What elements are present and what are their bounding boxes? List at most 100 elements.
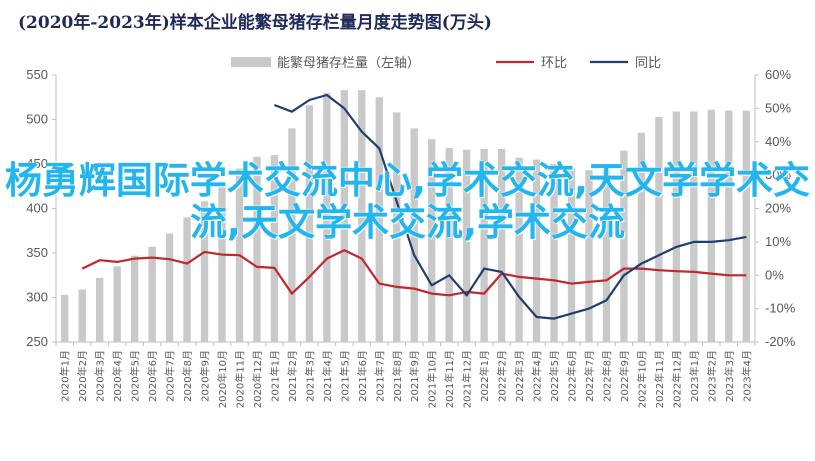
x-tick-label: 2020年5月 — [129, 350, 142, 402]
bar-stock — [690, 111, 698, 343]
x-tick-label: 2022年4月 — [531, 350, 544, 402]
x-tick-label: 2022年5月 — [548, 350, 561, 402]
legend-swatch-bar — [231, 57, 271, 67]
line-yoy-series — [274, 93, 747, 320]
legend-label-bar: 能繁母猪存栏量（左轴） — [277, 55, 420, 71]
bar-stock — [637, 132, 646, 342]
y-left-tick-label: 400 — [26, 201, 48, 216]
bar-stock — [200, 201, 209, 342]
y-right-tick-label: 60% — [765, 67, 791, 82]
y-right-tick-label: 10% — [765, 234, 791, 249]
x-tick-label: 2020年4月 — [111, 350, 124, 402]
bar-stock — [393, 112, 401, 342]
lines-layer — [81, 93, 747, 320]
x-tick-label: 2020年6月 — [146, 350, 159, 402]
bar-stock — [148, 246, 156, 342]
x-tick-label: 2021年2月 — [286, 350, 299, 402]
bar-stock — [78, 289, 86, 342]
x-tick-label: 2022年1月 — [478, 350, 491, 402]
x-tick-label: 2020年10月 — [216, 350, 229, 408]
bar-stock — [96, 277, 104, 342]
y-right-tick-label: 0% — [765, 267, 784, 282]
bar-stock — [620, 150, 628, 342]
x-tick-label: 2022年8月 — [600, 350, 613, 402]
x-tick-label: 2021年9月 — [408, 350, 421, 402]
x-tick-label: 2020年12月 — [251, 350, 264, 408]
x-tick-label: 2023年3月 — [723, 350, 736, 402]
bar-stock — [270, 155, 279, 342]
x-tick-label: 2020年2月 — [76, 350, 89, 402]
x-tick-label: 2021年5月 — [338, 350, 351, 402]
x-tick-label: 2022年9月 — [618, 350, 631, 402]
bar-stock — [358, 90, 366, 342]
x-tick-label: 2022年3月 — [513, 350, 526, 402]
chart-title: (2020年-2023年)样本企业能繁母猪存栏量月度走势图(万头) — [18, 12, 492, 33]
x-tick-label: 2022年10月 — [635, 350, 648, 408]
bar-stock — [305, 105, 314, 342]
x-tick-label: 2020年8月 — [181, 350, 194, 402]
bar-stock — [288, 128, 296, 342]
x-tick-label: 2022年7月 — [583, 350, 596, 402]
x-tick-label: 2021年11月 — [443, 350, 456, 408]
bar-stock — [253, 156, 261, 342]
legend: 能繁母猪存栏量（左轴） 环比 同比 — [231, 55, 661, 71]
y-left-tick-label: 550 — [26, 67, 48, 82]
x-tick-label: 2023年4月 — [740, 350, 753, 402]
bar-stock — [602, 169, 611, 342]
title-badge: (2020年-2023年)样本企业能繁母猪存栏量月度走势图(万头) — [8, 6, 708, 34]
x-tick-label: 2021年7月 — [373, 350, 386, 402]
bar-stock — [707, 109, 715, 343]
x-tick-label: 2022年12月 — [670, 350, 683, 408]
y-left-tick-label: 500 — [26, 112, 48, 127]
x-tick-label: 2020年7月 — [164, 350, 177, 402]
bars-layer — [61, 90, 750, 343]
bar-stock — [462, 149, 471, 342]
bar-stock — [742, 110, 750, 342]
y-right-tick-label: -10% — [765, 301, 796, 316]
y-right-tick-label: 50% — [765, 100, 791, 115]
bar-stock — [61, 294, 69, 342]
bar-stock — [340, 90, 349, 342]
x-tick-label: 2021年8月 — [391, 350, 404, 402]
x-tick-label: 2021年3月 — [303, 350, 316, 402]
bar-stock — [550, 164, 558, 342]
x-tick-label: 2023年2月 — [705, 350, 718, 402]
bar-stock — [113, 266, 121, 342]
bar-stock — [218, 184, 226, 342]
y-left-tick-label: 300 — [26, 290, 48, 305]
bar-stock — [532, 159, 541, 342]
bar-stock — [323, 92, 331, 342]
x-tick-label: 2020年1月 — [59, 350, 72, 402]
x-tick-label: 2021年1月 — [268, 350, 281, 402]
y-left-tick-label: 350 — [26, 245, 48, 260]
x-tick-label: 2023年1月 — [688, 350, 701, 402]
y-left-tick-label: 450 — [26, 156, 48, 171]
bar-stock — [445, 147, 453, 342]
bar-stock — [428, 139, 436, 342]
x-tick-label: 2021年6月 — [356, 350, 369, 402]
x-tick-label: 2022年11月 — [653, 350, 666, 408]
legend-label-yoy: 同比 — [635, 56, 661, 71]
axes-layer: 250 300 350 400 450 500 550 -20% -10% 0% 10% 20% 30%… — [26, 67, 795, 408]
bar-stock — [655, 116, 663, 342]
x-tick-label: 2020年3月 — [94, 350, 107, 402]
y-right-tick-label: 20% — [765, 201, 791, 216]
bar-stock — [183, 217, 191, 342]
x-tick-label: 2021年10月 — [426, 350, 439, 408]
bar-stock — [497, 148, 506, 342]
x-tick-label: 2021年12月 — [461, 350, 474, 408]
bar-stock — [725, 110, 733, 342]
y-right-tick-label: 40% — [765, 134, 791, 149]
bar-stock — [672, 111, 681, 343]
y-left-tick-label: 250 — [26, 334, 48, 349]
bar-stock — [375, 97, 383, 342]
x-tick-label: 2020年11月 — [233, 350, 246, 408]
bar-stock — [515, 157, 523, 342]
bar-stock — [165, 233, 174, 342]
x-tick-label: 2020年9月 — [199, 350, 212, 402]
legend-label-mom: 环比 — [541, 56, 567, 71]
y-right-tick-label: -20% — [765, 334, 796, 349]
bar-stock — [567, 168, 576, 342]
x-tick-label: 2021年4月 — [321, 350, 334, 402]
